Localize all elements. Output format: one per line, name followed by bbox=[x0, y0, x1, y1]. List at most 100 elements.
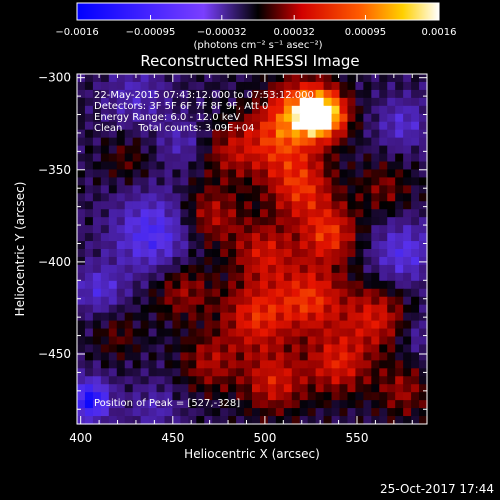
heatmap-cell bbox=[116, 105, 126, 115]
heatmap-cell bbox=[419, 280, 428, 290]
heatmap-cell bbox=[419, 344, 428, 353]
heatmap-cell bbox=[196, 153, 205, 163]
heatmap-cell bbox=[299, 177, 309, 186]
heatmap-cell bbox=[267, 105, 277, 115]
heatmap-cell bbox=[291, 352, 301, 361]
heatmap-cell bbox=[196, 145, 205, 155]
heatmap-cell bbox=[244, 400, 253, 409]
heatmap-cell bbox=[315, 312, 325, 322]
heatmap-cell bbox=[387, 153, 396, 163]
heatmap-cell bbox=[307, 249, 317, 258]
heatmap-cell bbox=[355, 288, 364, 298]
heatmap-cell bbox=[84, 129, 94, 139]
heatmap-cell bbox=[267, 241, 277, 250]
heatmap-cell bbox=[291, 336, 301, 346]
heatmap-cell bbox=[236, 264, 245, 274]
heatmap-cell bbox=[84, 137, 94, 147]
heatmap-cell bbox=[379, 185, 388, 194]
heatmap-cell bbox=[291, 241, 301, 250]
heatmap-cell bbox=[387, 376, 396, 385]
heatmap-cell bbox=[267, 360, 277, 369]
heatmap-cell bbox=[228, 137, 237, 147]
colorbar-tick-label: −0.0016 bbox=[55, 27, 98, 38]
heatmap-cell bbox=[307, 400, 317, 409]
heatmap-cell bbox=[140, 280, 150, 290]
heatmap-cell bbox=[379, 272, 388, 282]
heatmap-cell bbox=[188, 97, 197, 107]
info-time-range: 22-May-2015 07:43:12.000 to 07:53:12.000 bbox=[94, 90, 314, 101]
heatmap-cell bbox=[228, 249, 237, 258]
heatmap-cell bbox=[236, 408, 245, 417]
heatmap-cell bbox=[228, 81, 237, 91]
heatmap-cell bbox=[355, 169, 364, 178]
heatmap-cell bbox=[148, 408, 158, 417]
heatmap-cell bbox=[148, 344, 158, 353]
heatmap-cell bbox=[84, 352, 94, 361]
heatmap-cell bbox=[212, 264, 221, 274]
heatmap-cell bbox=[275, 408, 285, 417]
heatmap-cell bbox=[212, 129, 221, 139]
heatmap-cell bbox=[148, 145, 158, 155]
heatmap-cell bbox=[116, 209, 126, 218]
heatmap-cell bbox=[323, 121, 333, 131]
heatmap-cell bbox=[196, 217, 205, 226]
heatmap-cell bbox=[148, 392, 158, 401]
heatmap-cell bbox=[331, 209, 341, 218]
heatmap-cell bbox=[132, 193, 142, 202]
heatmap-cell bbox=[220, 105, 229, 115]
heatmap-cell bbox=[236, 249, 245, 258]
heatmap-cell bbox=[419, 256, 428, 266]
heatmap-cell bbox=[116, 352, 126, 361]
heatmap-cell bbox=[100, 241, 110, 250]
heatmap-cell bbox=[283, 296, 293, 306]
heatmap-cell bbox=[291, 201, 301, 210]
heatmap-cell bbox=[331, 320, 341, 330]
heatmap-cell bbox=[172, 81, 181, 91]
heatmap-cell bbox=[355, 129, 364, 139]
heatmap-cell bbox=[156, 384, 166, 393]
heatmap-cell bbox=[403, 328, 412, 338]
heatmap-cell bbox=[116, 408, 126, 417]
heatmap-cell bbox=[180, 169, 189, 178]
heatmap-cell bbox=[403, 233, 412, 242]
heatmap-cell bbox=[108, 161, 118, 171]
heatmap-cell bbox=[100, 249, 110, 258]
heatmap-cell bbox=[204, 81, 213, 91]
heatmap-cell bbox=[92, 392, 102, 401]
heatmap-cell bbox=[148, 296, 158, 306]
heatmap-cell bbox=[379, 225, 388, 234]
heatmap-cell bbox=[164, 113, 174, 123]
heatmap-cell bbox=[140, 153, 150, 163]
heatmap-cell bbox=[164, 241, 174, 250]
heatmap-cell bbox=[275, 312, 285, 322]
heatmap-cell bbox=[252, 97, 261, 107]
heatmap-cell bbox=[315, 121, 325, 131]
heatmap-cell bbox=[124, 384, 134, 393]
heatmap-cell bbox=[395, 352, 404, 361]
heatmap-cell bbox=[204, 360, 213, 369]
heatmap-cell bbox=[299, 193, 309, 202]
heatmap-cell bbox=[299, 105, 309, 115]
colorbar-tick-label: 0.00032 bbox=[274, 27, 315, 38]
heatmap-cell bbox=[140, 376, 150, 385]
heatmap-cell bbox=[275, 153, 285, 163]
heatmap-cell bbox=[84, 145, 94, 155]
heatmap-cell bbox=[307, 296, 317, 306]
heatmap-cell bbox=[331, 304, 341, 314]
heatmap-cell bbox=[212, 288, 221, 298]
heatmap-cell bbox=[84, 193, 94, 202]
heatmap-cell bbox=[307, 153, 317, 163]
heatmap-cell bbox=[275, 416, 285, 425]
heatmap-cell bbox=[267, 153, 277, 163]
heatmap-cell bbox=[124, 256, 134, 266]
heatmap-cell bbox=[156, 233, 166, 242]
heatmap-cell bbox=[228, 328, 237, 338]
heatmap-cell bbox=[339, 74, 349, 83]
heatmap-cell bbox=[84, 225, 94, 234]
heatmap-cell bbox=[212, 145, 221, 155]
heatmap-cell bbox=[331, 408, 341, 417]
heatmap-cell bbox=[244, 360, 253, 369]
heatmap-cell bbox=[132, 233, 142, 242]
heatmap-cell bbox=[164, 312, 174, 322]
heatmap-cell bbox=[236, 400, 245, 409]
